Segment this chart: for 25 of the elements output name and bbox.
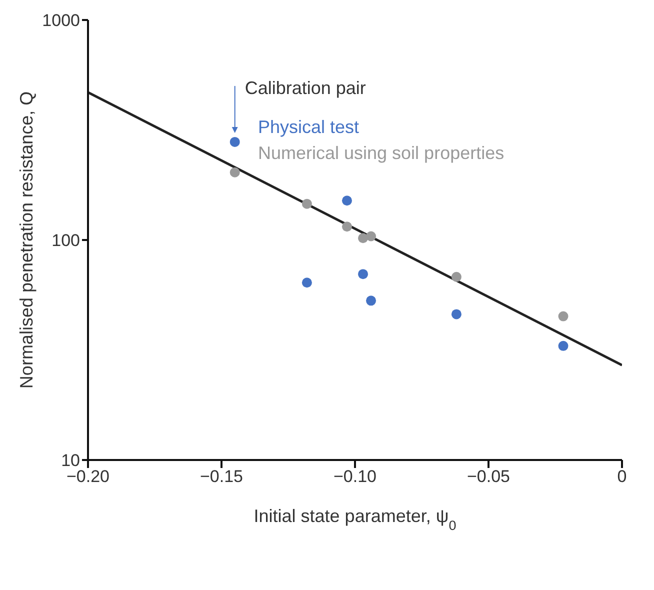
x-tick-label: 0 [617,467,627,486]
point [358,269,368,280]
series-label: Numerical using soil properties [258,142,504,165]
point [302,278,312,288]
point [451,309,462,320]
point [558,340,568,351]
point [358,233,368,244]
annotation: Calibration pair [244,78,366,98]
point [366,231,376,242]
x-axis-title: Initial state parameter, ψ$_{0}$ [254,506,456,532]
point [230,167,240,178]
point [451,272,462,282]
point [558,311,568,322]
x-tick-label: −0.15 [200,467,244,486]
point [230,136,240,147]
x-tick-label: −0.05 [466,467,510,486]
point [342,196,352,206]
legend-label: Physical test [258,116,360,139]
y-axis-title: Normalised penetration resistance, Q [16,91,36,389]
y-tick-label: 100 [52,231,80,250]
point [366,296,376,306]
point [302,198,312,209]
point [342,222,352,232]
y-tick-label: 1000 [42,11,80,30]
x-tick-label: −0.10 [333,467,377,486]
